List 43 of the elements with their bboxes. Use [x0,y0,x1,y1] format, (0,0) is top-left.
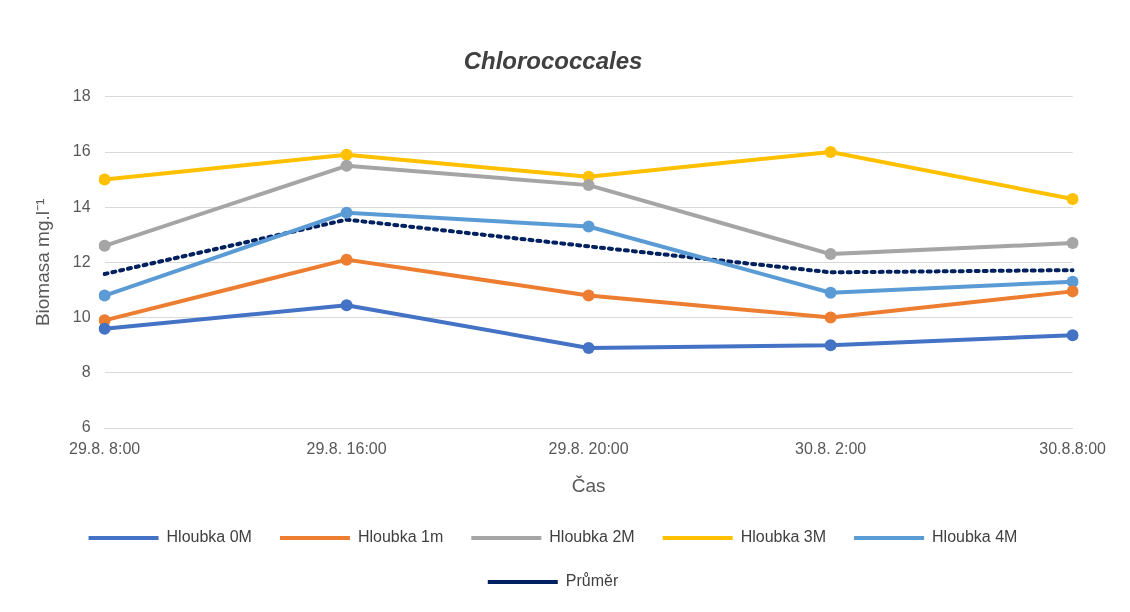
point [824,286,837,299]
point [1066,329,1079,342]
legend-label: Hloubka 4M [932,528,1018,546]
point [98,239,111,252]
point [98,322,111,335]
point [340,206,353,219]
legend-label: Hloubka 2M [549,528,635,546]
legend-label: Hloubka 0M [166,528,252,546]
y-tick-label: 12 [72,252,91,270]
legend-label: Hloubka 1m [357,528,444,546]
point [340,148,353,161]
point [340,299,353,312]
y-tick-label: 10 [72,308,91,326]
y-tick-label: 14 [72,197,91,215]
point [824,248,837,261]
point [1066,237,1079,250]
y-axis-title: Biomasa mg.l⁻¹ [31,198,53,327]
point [98,173,111,186]
point [824,146,837,158]
legend-label: Hloubka 3M [740,528,827,546]
point [824,339,837,352]
point [340,253,353,266]
x-tick-label: 29.8. 20:00 [548,440,629,458]
x-tick-label: 29.8. 8:00 [69,440,141,458]
point [582,341,595,354]
y-tick-label: 6 [81,418,91,436]
point [340,159,353,172]
x-axis-title: Čas [571,474,606,496]
point [98,289,111,302]
y-tick-label: 16 [72,142,91,160]
x-tick-label: 29.8. 16:00 [306,440,387,458]
point [1066,192,1079,205]
x-tick-label: 30.8. 2:00 [795,440,867,458]
chart-title: Chlorococcales [463,47,643,75]
legend-label: Průměr [565,572,619,590]
y-tick-label: 18 [72,87,91,105]
x-tick-label: 30.8.8:00 [1039,440,1107,458]
point [582,220,595,233]
point [824,311,837,324]
point [582,179,595,192]
y-tick-label: 8 [81,363,91,381]
point [1066,285,1079,298]
point [582,289,595,302]
